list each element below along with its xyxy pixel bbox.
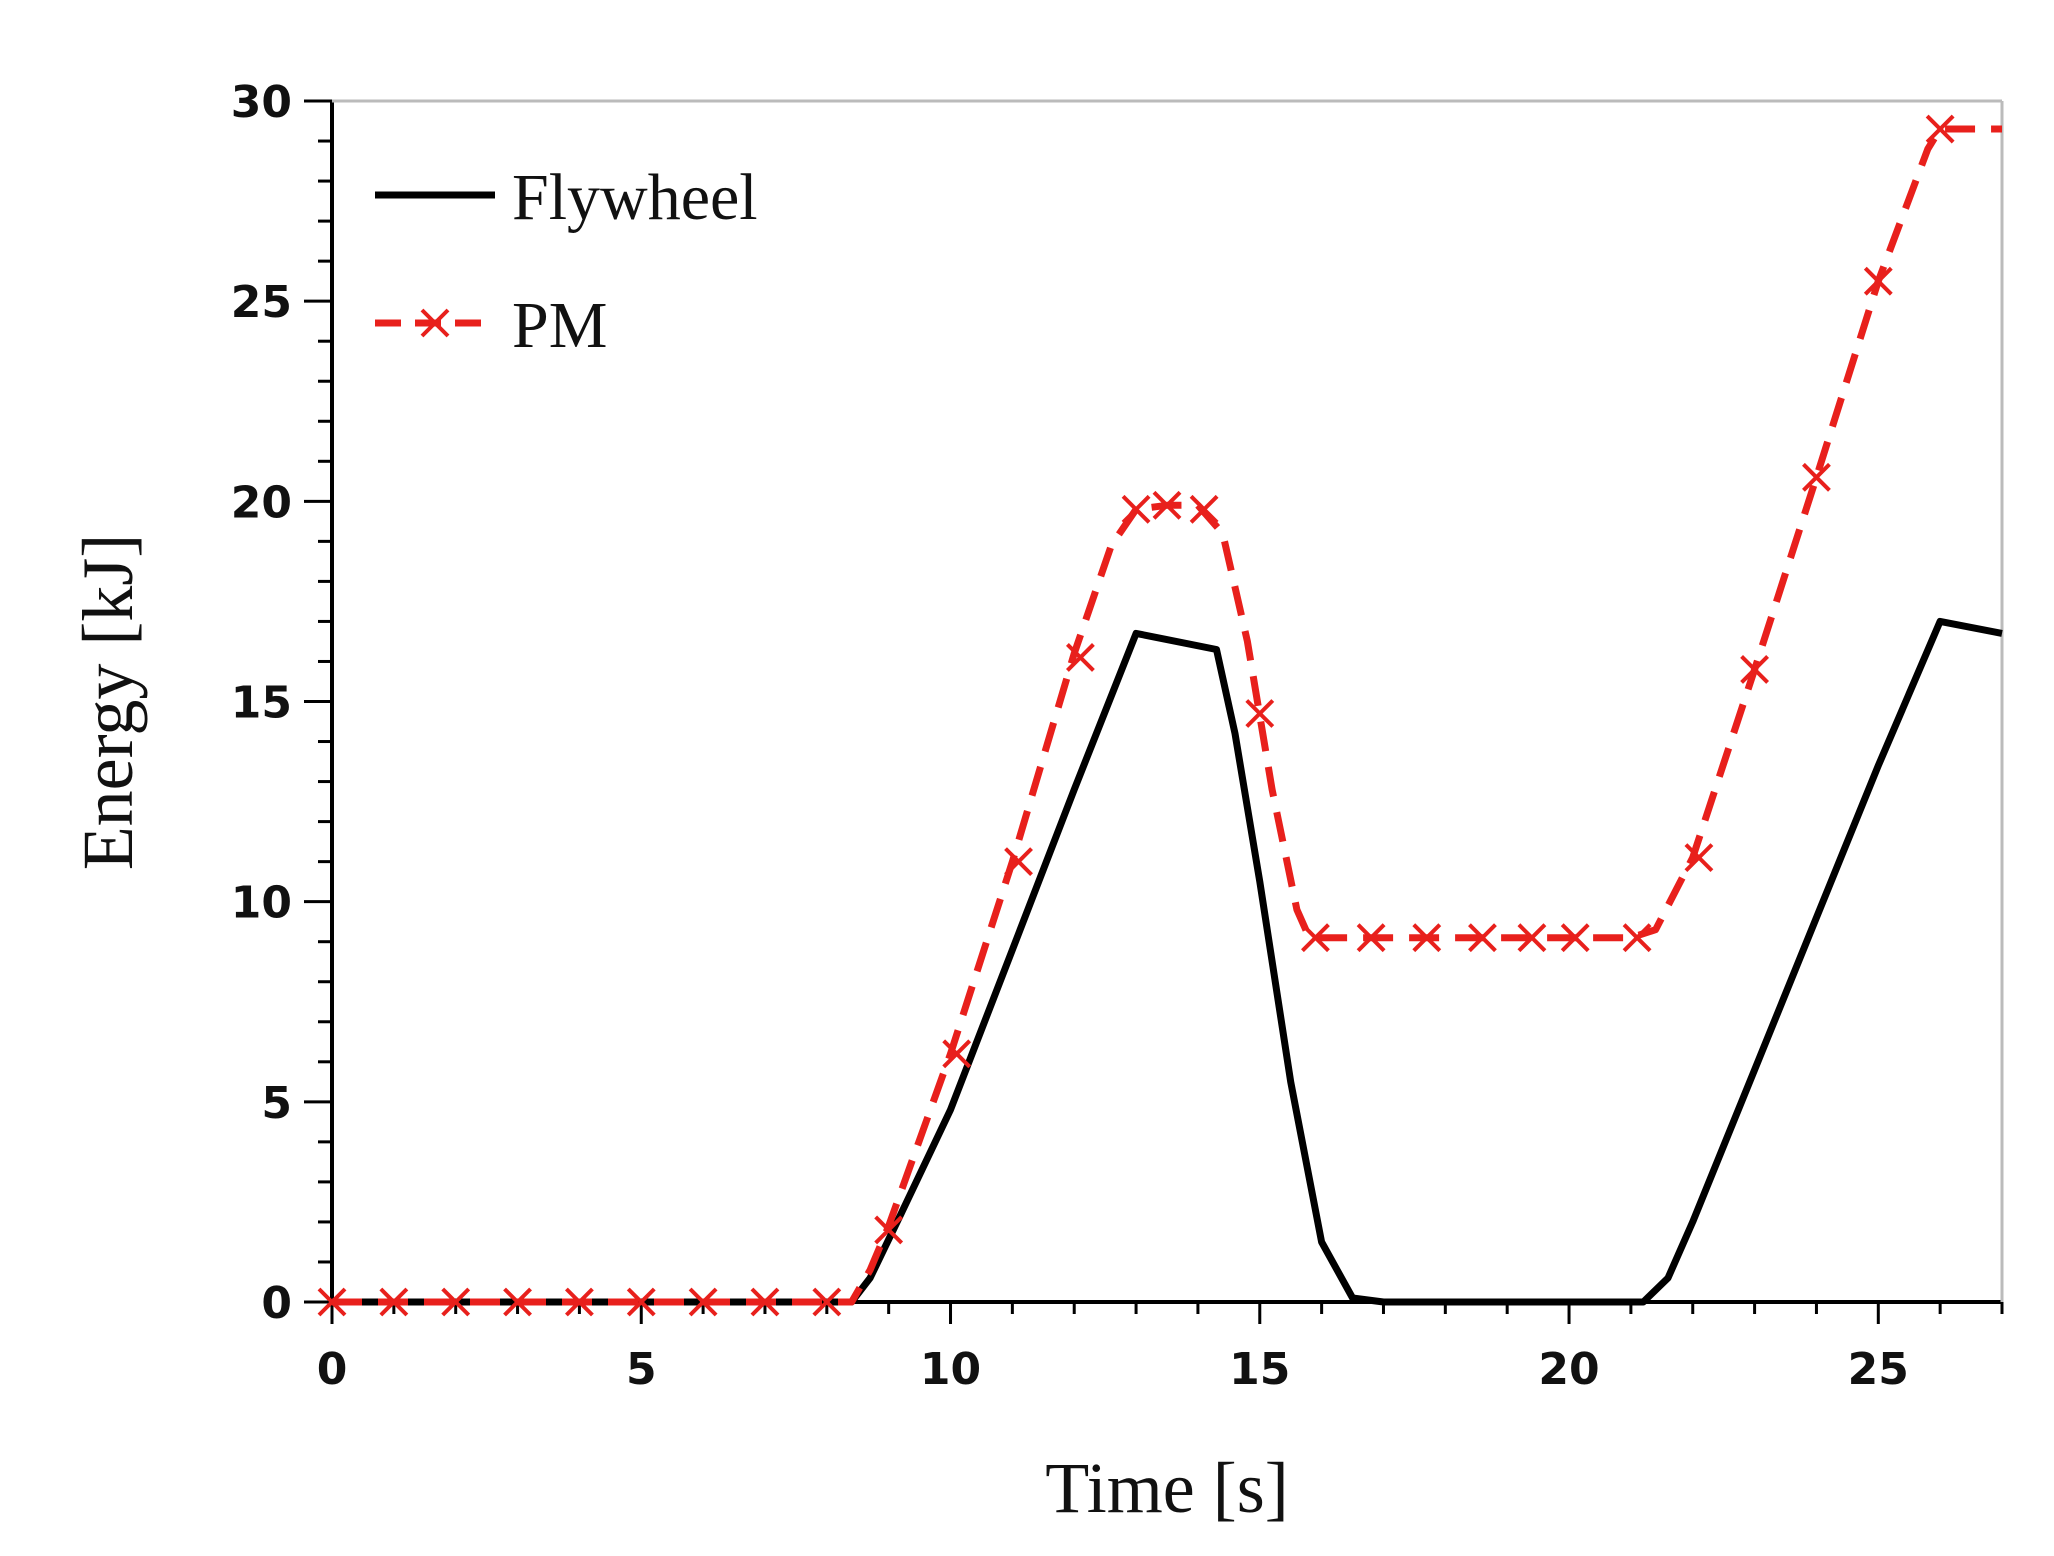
data-point-pm (1121, 494, 1151, 524)
y-tick-label: 25 (231, 277, 292, 328)
x-tick-label: 10 (920, 1344, 981, 1395)
legend-marker-pm (420, 308, 450, 338)
data-point-pm (503, 1287, 532, 1317)
data-point-pm (1622, 923, 1652, 953)
legend: Flywheel PM (375, 161, 758, 362)
y-tick-label: 10 (231, 878, 292, 929)
data-point-pm (564, 1287, 594, 1317)
data-point-pm (317, 1287, 347, 1317)
data-point-pm (626, 1287, 656, 1317)
data-point-pm (942, 1039, 972, 1069)
y-tick-label: 15 (231, 678, 292, 729)
y-tick-label: 30 (231, 77, 292, 128)
plot-frame (330, 99, 2004, 1304)
series-layer (317, 114, 2003, 1317)
data-point-pm (1863, 266, 1893, 296)
series-line-pm (332, 125, 2002, 1306)
data-point-pm (1245, 699, 1275, 728)
x-tick-label: 20 (1538, 1344, 1599, 1395)
axis-ticks (304, 99, 2004, 1324)
data-point-pm (1740, 655, 1770, 684)
legend-label-pm: PM (512, 289, 607, 362)
data-point-pm (379, 1287, 409, 1317)
data-point-pm (1065, 643, 1095, 672)
data-point-pm (1412, 923, 1442, 953)
data-point-pm (1517, 923, 1547, 953)
data-point-pm (688, 1287, 718, 1317)
x-axis-title: Time [s] (1045, 1448, 1288, 1528)
x-tick-label: 15 (1229, 1344, 1290, 1395)
x-tick-label: 5 (626, 1344, 657, 1395)
data-point-pm (1301, 923, 1330, 953)
x-tick-label: 25 (1848, 1344, 1909, 1395)
data-point-pm (1189, 494, 1219, 524)
data-point-pm (874, 1215, 904, 1245)
y-tick-label: 20 (231, 477, 292, 528)
data-point-pm (1925, 114, 1955, 144)
data-point-pm (441, 1287, 471, 1317)
data-point-pm (812, 1287, 842, 1317)
data-point-pm (1560, 923, 1590, 953)
legend-label-flywheel: Flywheel (512, 161, 758, 234)
data-point-pm (1468, 923, 1497, 953)
tick-labels: 0 5 10 15 20 25 0 5 10 15 20 25 30 (231, 77, 1909, 1395)
data-point-pm (1004, 847, 1033, 877)
data-point-pm (750, 1287, 780, 1317)
y-tick-label: 5 (261, 1078, 292, 1129)
series-line-flywheel (332, 617, 2003, 1306)
data-point-pm (1684, 843, 1714, 873)
series-pm (317, 114, 2002, 1317)
y-tick-label: 0 (261, 1278, 292, 1329)
data-point-pm (1152, 490, 1182, 520)
data-point-pm (1356, 923, 1386, 953)
y-axis-title: Energy [kJ] (68, 534, 148, 871)
x-tick-label: 0 (317, 1344, 348, 1395)
series-flywheel (332, 617, 2003, 1306)
data-point-pm (1802, 462, 1831, 492)
